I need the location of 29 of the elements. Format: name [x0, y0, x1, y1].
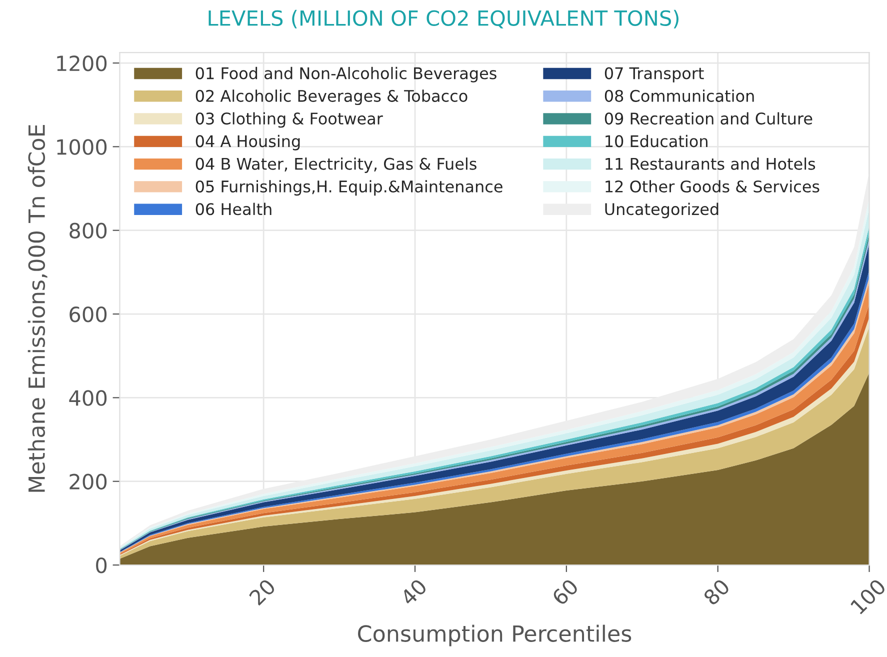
y-tick-label: 400	[69, 390, 107, 406]
y-tick-label: 600	[70, 306, 107, 322]
legend-label: 09 Recreation and Culture	[604, 112, 812, 125]
legend-label: 01 Food and Non-Alcoholic Beverages	[196, 66, 496, 82]
legend-label: 02 Alcoholic Beverages & Tobacco	[196, 90, 468, 106]
y-axis-title: Methane Emissions,000 Tn ofCoE	[28, 125, 48, 492]
y-tick-label: 1200	[57, 55, 107, 72]
legend-label: 07 Transport	[604, 67, 704, 82]
y-tick-label: 0	[96, 557, 107, 574]
legend-label: 03 Clothing & Footwear	[196, 112, 383, 128]
legend-label: 04 B Water, Electricity, Gas & Fuels	[196, 158, 476, 173]
x-tick-label: 40	[399, 578, 428, 606]
x-tick-label: 80	[702, 578, 731, 606]
legend-label: 04 A Housing	[196, 134, 300, 150]
x-axis-title: Consumption Percentiles	[358, 624, 632, 646]
legend-label: 11 Restaurants and Hotels	[606, 158, 816, 170]
legend-label: 08 Communication	[604, 90, 754, 102]
legend-label: 05 Furnishings,H. Equip.&Maintenance	[196, 180, 502, 196]
legend-label: 12 Other Goods & Services	[606, 180, 820, 193]
x-tick-label: 100	[850, 578, 887, 615]
x-tick-label: 60	[551, 578, 580, 606]
legend-label: Uncategorized	[605, 202, 718, 218]
legend-label: 10 Education	[606, 134, 708, 148]
chart-title: LEVELS (MILLION OF CO2 EQUIVALENT TONS)	[208, 10, 678, 28]
y-tick-label: 200	[70, 474, 107, 490]
x-tick-label: 20	[248, 578, 276, 606]
legend-label: 06 Health	[196, 202, 272, 216]
y-tick-label: 800	[70, 222, 107, 239]
y-tick-label: 1000	[57, 139, 107, 155]
